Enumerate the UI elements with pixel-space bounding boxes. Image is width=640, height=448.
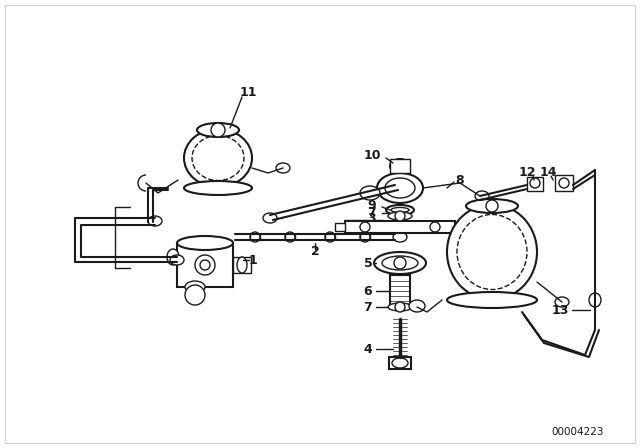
Ellipse shape: [388, 212, 412, 220]
Text: 12: 12: [518, 165, 536, 178]
Ellipse shape: [393, 232, 407, 242]
Circle shape: [486, 200, 498, 212]
Ellipse shape: [457, 215, 527, 289]
Bar: [335, 223, 345, 231]
Ellipse shape: [197, 123, 239, 137]
Text: 3: 3: [368, 211, 376, 224]
Text: 7: 7: [367, 206, 376, 219]
Bar: [390, 159, 410, 173]
Text: 13: 13: [551, 303, 569, 316]
Ellipse shape: [382, 256, 418, 270]
Ellipse shape: [391, 207, 409, 212]
Text: 7: 7: [364, 301, 372, 314]
Ellipse shape: [185, 281, 205, 293]
Circle shape: [200, 260, 210, 270]
Bar: [390, 275, 410, 305]
Ellipse shape: [466, 199, 518, 213]
Ellipse shape: [555, 297, 569, 307]
Circle shape: [195, 255, 215, 275]
Text: 8: 8: [456, 173, 464, 186]
Ellipse shape: [447, 204, 537, 300]
Text: 2: 2: [310, 245, 319, 258]
Ellipse shape: [177, 236, 233, 250]
Bar: [233, 257, 251, 273]
Bar: [177, 243, 233, 287]
Text: 00004223: 00004223: [552, 427, 604, 437]
Text: 10: 10: [364, 148, 381, 161]
Text: 9: 9: [368, 198, 376, 211]
Bar: [555, 175, 573, 191]
Text: 4: 4: [364, 343, 372, 356]
Ellipse shape: [559, 178, 569, 188]
Ellipse shape: [237, 257, 247, 273]
Bar: [389, 357, 411, 369]
Bar: [455, 223, 465, 231]
Ellipse shape: [170, 255, 184, 265]
Text: 1: 1: [248, 254, 257, 267]
Text: 11: 11: [239, 86, 257, 99]
Ellipse shape: [392, 358, 408, 368]
Ellipse shape: [325, 232, 335, 242]
Ellipse shape: [374, 252, 426, 274]
Ellipse shape: [385, 178, 415, 198]
Circle shape: [430, 222, 440, 232]
Ellipse shape: [389, 184, 401, 193]
Ellipse shape: [148, 216, 162, 226]
Text: 14: 14: [540, 165, 557, 178]
Circle shape: [211, 123, 225, 137]
Ellipse shape: [388, 303, 412, 311]
Ellipse shape: [184, 181, 252, 195]
Ellipse shape: [589, 293, 601, 307]
Circle shape: [360, 222, 370, 232]
Ellipse shape: [390, 159, 410, 173]
Bar: [527, 177, 543, 191]
Ellipse shape: [263, 213, 277, 223]
Ellipse shape: [386, 205, 414, 215]
Circle shape: [395, 302, 405, 312]
Ellipse shape: [360, 186, 380, 200]
Circle shape: [394, 257, 406, 269]
Text: 6: 6: [364, 284, 372, 297]
Ellipse shape: [530, 178, 540, 188]
Ellipse shape: [250, 232, 260, 242]
Ellipse shape: [360, 232, 370, 242]
Ellipse shape: [276, 163, 290, 173]
Text: 5: 5: [364, 257, 372, 270]
Ellipse shape: [475, 191, 489, 201]
Circle shape: [394, 160, 406, 172]
Ellipse shape: [285, 232, 295, 242]
Bar: [345, 221, 455, 233]
Ellipse shape: [377, 173, 423, 203]
Circle shape: [185, 285, 205, 305]
Ellipse shape: [167, 249, 179, 265]
Ellipse shape: [192, 135, 244, 181]
Ellipse shape: [184, 129, 252, 187]
Circle shape: [395, 211, 405, 221]
Ellipse shape: [409, 300, 425, 312]
Ellipse shape: [447, 292, 537, 308]
